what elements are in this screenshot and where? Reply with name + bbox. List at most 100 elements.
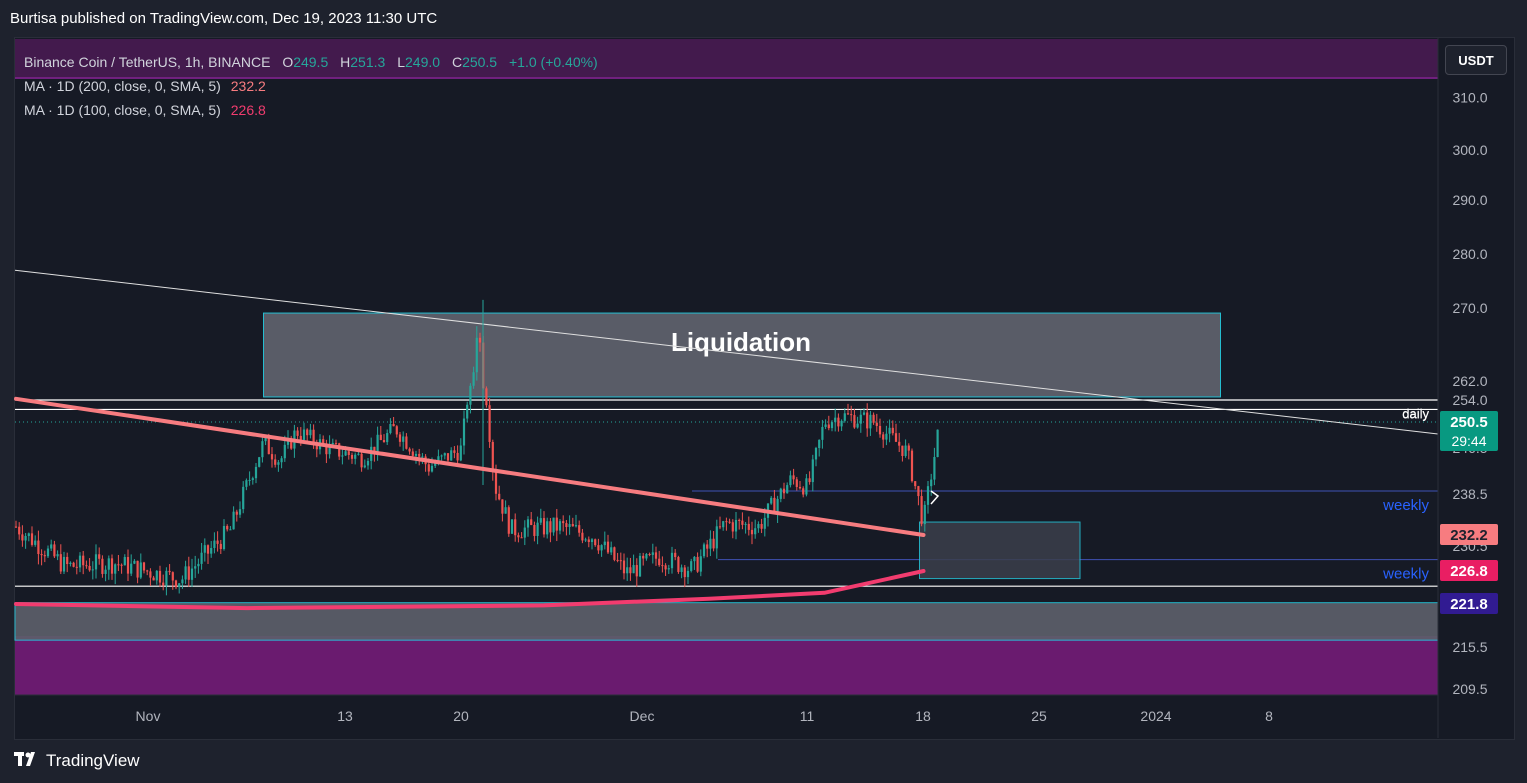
candle-body (344, 451, 347, 456)
legend-ma200-row[interactable]: MA · 1D (200, close, 0, SMA, 5) 232.2 (24, 74, 598, 98)
ma100-label: MA · 1D (100, close, 0, SMA, 5) (24, 102, 221, 118)
candle-body (206, 545, 210, 554)
candle-body (722, 521, 725, 528)
candle-body (258, 457, 261, 467)
y-tick-label: 300.0 (1452, 142, 1487, 158)
candle-body (174, 580, 178, 588)
candle-body (469, 385, 472, 405)
candle-body (712, 538, 715, 549)
candle-body (283, 444, 286, 459)
candle-body (517, 535, 520, 538)
candle-body (763, 517, 766, 529)
candle-body (568, 524, 571, 528)
candle-body (603, 541, 606, 546)
candle-body (427, 464, 430, 472)
candle-body (693, 556, 696, 562)
candle-body (232, 511, 235, 530)
candle-body (158, 570, 162, 583)
currency-button[interactable]: USDT (1445, 45, 1507, 75)
x-tick-label: 11 (800, 708, 815, 724)
legend-change: +1.0 (+0.40%) (509, 54, 598, 70)
candle-body (674, 552, 677, 558)
candle-body (418, 453, 421, 457)
legend-ohlc-row: Binance Coin / TetherUS, 1h, BINANCE O24… (24, 50, 598, 74)
candle-body (277, 462, 280, 465)
candle-body (216, 540, 219, 544)
candle-body (421, 456, 424, 458)
candle-body (526, 519, 530, 528)
candle-body (165, 570, 168, 586)
candle-body (760, 523, 763, 529)
candle-body (91, 569, 94, 571)
candle-body (75, 566, 78, 568)
candle-body (670, 552, 674, 569)
candle-body (219, 543, 222, 550)
weekly-label: weekly (1382, 497, 1429, 514)
publish-caption: Burtisa published on TradingView.com, De… (10, 10, 438, 27)
candle-body (715, 526, 718, 549)
candle-body (72, 562, 75, 567)
candle-body (101, 558, 104, 574)
candle-body (690, 561, 693, 571)
candle-body (85, 565, 88, 567)
entry-arrow-icon (930, 490, 940, 505)
candle-body (341, 455, 344, 457)
candle-body (741, 520, 744, 525)
candle-body (510, 519, 514, 534)
candle-body (667, 568, 670, 570)
candle-body (632, 565, 635, 574)
candle-body (808, 478, 811, 483)
candle-body (546, 521, 549, 535)
candle-body (923, 504, 926, 525)
candle-body (904, 445, 907, 456)
candle-body (299, 435, 302, 440)
candle-body (834, 417, 837, 423)
candle-body (776, 498, 779, 514)
candle-body (475, 337, 478, 373)
candle-body (466, 404, 469, 419)
tradingview-logo[interactable]: TradingView (14, 750, 140, 771)
candle-body (104, 569, 107, 574)
candle-body (280, 458, 283, 463)
candle-body (718, 526, 722, 528)
candle-body (642, 555, 645, 559)
candle-body (325, 443, 328, 455)
bottom-purple-band (15, 636, 1438, 695)
candle-body (920, 496, 923, 525)
chart-legend: Binance Coin / TetherUS, 1h, BINANCE O24… (24, 50, 598, 122)
candle-body (363, 465, 366, 468)
candle-body (312, 429, 315, 444)
candle-body (683, 567, 686, 578)
candle-body (194, 566, 197, 569)
candle-body (846, 413, 850, 415)
legend-ma100-row[interactable]: MA · 1D (100, close, 0, SMA, 5) 226.8 (24, 98, 598, 122)
candle-body (792, 475, 795, 480)
candle-body (411, 451, 414, 456)
candle-body (264, 437, 267, 442)
candle-body (757, 523, 760, 529)
candle-body (245, 480, 248, 487)
candle-body (606, 541, 610, 553)
candle-body (98, 554, 101, 559)
candle-body (366, 460, 370, 466)
candle-body (840, 420, 843, 427)
candle-body (302, 429, 306, 440)
candle-body (843, 413, 846, 421)
candle-body (430, 465, 434, 472)
candle-body (386, 433, 389, 443)
ma100-line (14, 569, 926, 611)
candle-body (933, 456, 936, 480)
candle-body (731, 522, 734, 532)
candle-body (626, 567, 629, 574)
candle-body (373, 446, 376, 454)
candle-body (462, 418, 466, 446)
candle-body (178, 583, 181, 588)
candle-body (120, 564, 123, 566)
candle-body (866, 412, 869, 429)
candle-body (882, 434, 885, 440)
candle-body (261, 441, 264, 458)
candle-body (226, 525, 229, 530)
candle-body (405, 436, 408, 449)
price-label-text: 250.5 (1450, 414, 1488, 431)
